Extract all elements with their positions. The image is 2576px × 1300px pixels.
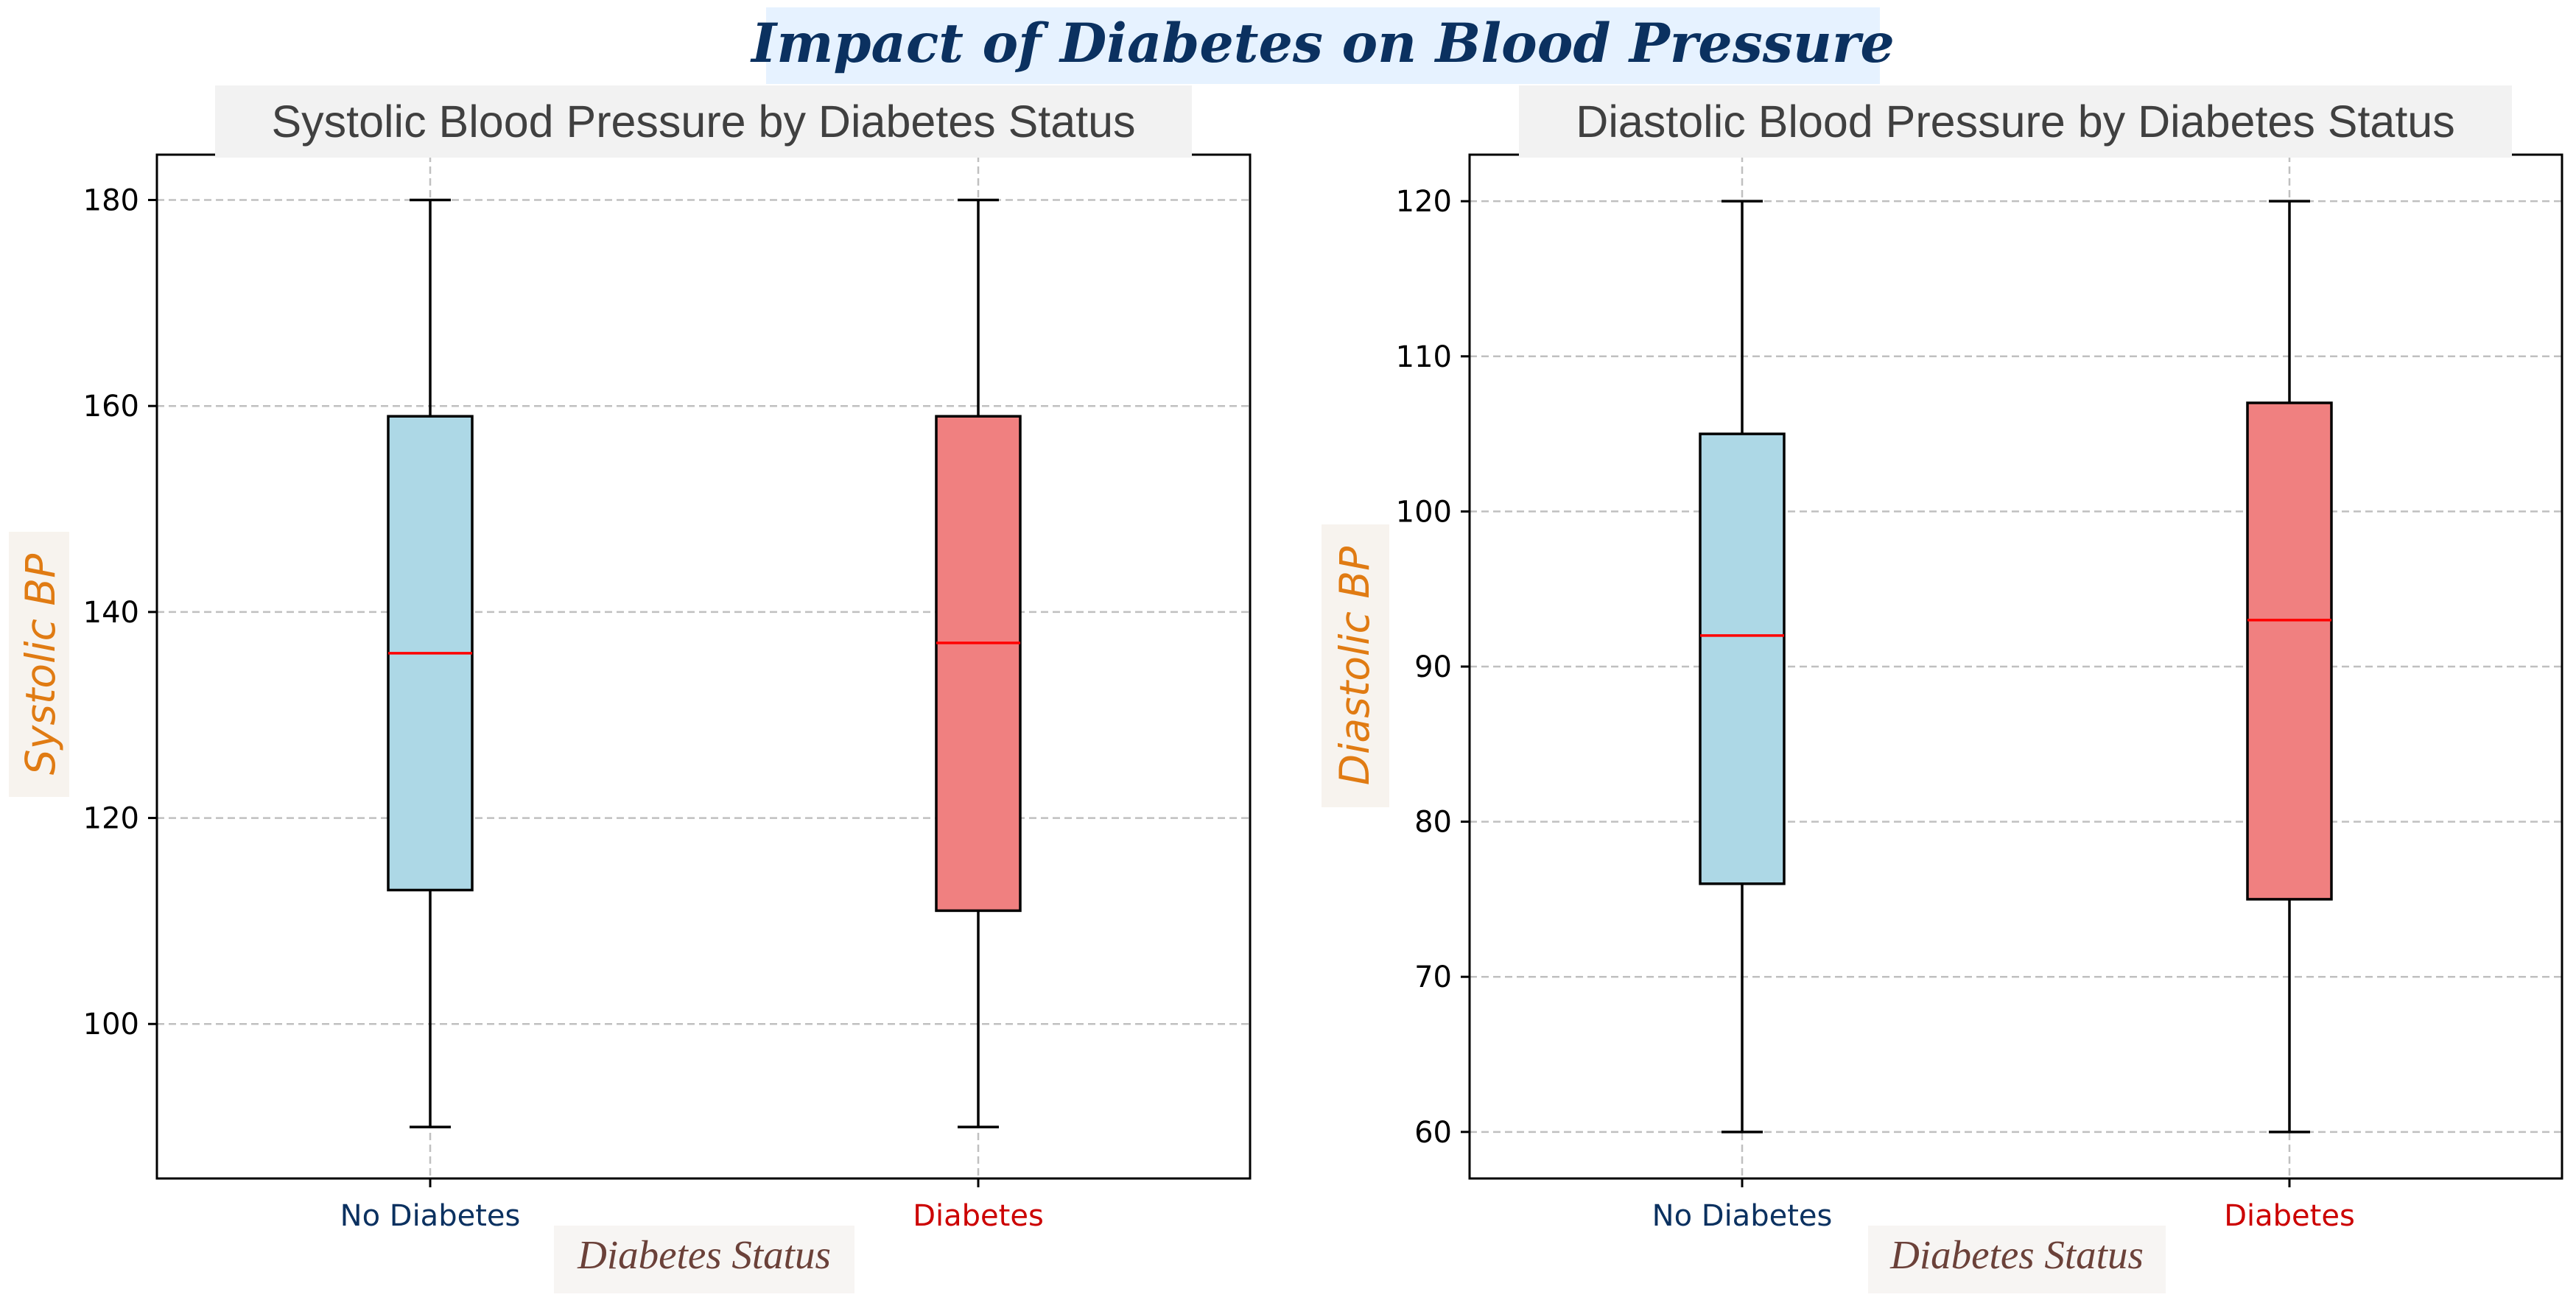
diastolic-no-diabetes-box	[1699, 432, 1786, 885]
systolic-panel-title: Systolic Blood Pressure by Diabetes Stat…	[271, 96, 1135, 147]
diastolic-y-axis-label: Diastolic BP	[1331, 546, 1378, 785]
systolic-title-background	[215, 85, 1192, 158]
diastolic-ylabel-background	[1322, 524, 1389, 807]
diastolic-y-tick-label: 80	[1414, 806, 1452, 840]
systolic-panel: 100 120 140 160 180 No Diabetes Diabetes Systol…	[9, 85, 1252, 1293]
diastolic-diabetes-box	[2246, 401, 2333, 901]
diastolic-y-tick-label: 100	[1396, 495, 1452, 529]
systolic-y-tick-label: 100	[83, 1008, 139, 1041]
diastolic-category-label: Diabetes	[2224, 1199, 2355, 1233]
diastolic-y-tick-label: 120	[1396, 185, 1452, 219]
systolic-y-tick-label: 140	[83, 596, 139, 630]
systolic-y-tick-label: 180	[83, 184, 139, 218]
systolic-y-tick-label: 160	[83, 390, 139, 424]
figure-title-background	[766, 7, 1880, 84]
systolic-category-label: No Diabetes	[340, 1199, 521, 1233]
diastolic-panel-title: Diastolic Blood Pressure by Diabetes Sta…	[1576, 96, 2454, 147]
systolic-ylabel-background	[9, 532, 69, 797]
systolic-x-axis-label: Diabetes Status	[577, 1232, 831, 1277]
diastolic-y-tick-label: 110	[1396, 340, 1452, 374]
diastolic-panel: 60 70 80 90 100 110 120 No Diabetes Diabetes Dias…	[1322, 85, 2563, 1293]
systolic-diabetes-box	[935, 415, 1022, 913]
systolic-category-label: Diabetes	[913, 1199, 1044, 1233]
diastolic-x-axis-label: Diabetes Status	[1889, 1232, 2144, 1277]
systolic-xlabel-background	[554, 1226, 854, 1293]
diastolic-y-tick-label: 70	[1414, 960, 1452, 994]
diastolic-y-tick-label: 90	[1414, 650, 1452, 684]
diastolic-xlabel-background	[1868, 1226, 2166, 1293]
figure-title: Impact of Diabetes on Blood Pressure	[750, 12, 1895, 75]
diastolic-y-tick-label: 60	[1414, 1116, 1452, 1150]
systolic-y-tick-label: 120	[83, 802, 139, 836]
systolic-y-axis-label: Systolic BP	[17, 553, 64, 775]
diastolic-title-background	[1519, 85, 2512, 158]
diastolic-category-label: No Diabetes	[1652, 1199, 1833, 1233]
